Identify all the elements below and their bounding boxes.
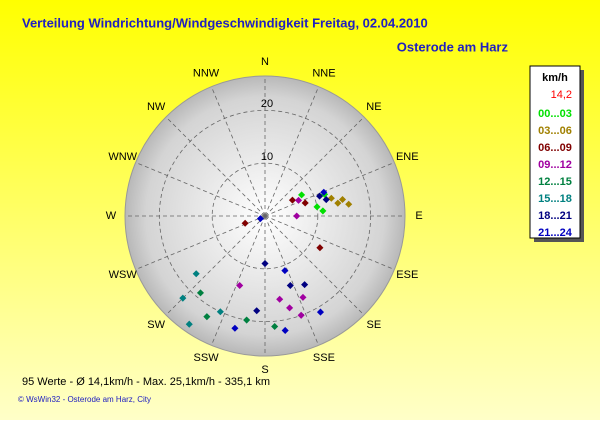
legend-box	[529, 65, 581, 239]
legend-entry: 15...18	[538, 193, 572, 205]
r-tick-label: 20	[261, 98, 273, 110]
spoke	[264, 162, 395, 217]
data-point	[320, 188, 328, 196]
spoke	[211, 215, 266, 346]
r-tick-label: 10	[261, 151, 273, 163]
legend-current: 14,2	[551, 89, 572, 101]
data-point	[288, 196, 296, 204]
direction-label: SE	[367, 319, 382, 331]
direction-label: SSE	[313, 352, 335, 364]
direction-label: SSW	[194, 352, 220, 364]
legend-title: km/h	[542, 72, 568, 84]
data-point	[299, 293, 307, 301]
data-point	[313, 203, 321, 211]
data-point	[286, 281, 294, 290]
direction-label: ESE	[396, 269, 418, 281]
data-point	[216, 308, 224, 316]
data-point	[241, 219, 249, 227]
direction-label: E	[415, 210, 422, 222]
legend-entry: 21...24	[538, 227, 573, 239]
direction-label: WNW	[108, 151, 137, 163]
data-point	[185, 320, 193, 328]
data-point	[316, 244, 324, 252]
direction-label: W	[106, 210, 117, 222]
chart-subtitle: Osterode am Harz	[397, 39, 509, 54]
data-point	[316, 308, 325, 316]
direction-label: NNW	[193, 68, 220, 80]
grid-ring	[158, 109, 372, 323]
data-point	[281, 267, 289, 275]
direction-label: NW	[147, 101, 166, 113]
data-point	[297, 311, 305, 319]
data-point	[236, 281, 244, 290]
legend-entry: 12...15	[538, 176, 572, 188]
data-point	[253, 307, 261, 315]
data-point	[281, 326, 289, 334]
spoke	[165, 215, 266, 316]
spoke	[264, 116, 365, 217]
spoke	[264, 86, 319, 217]
footer: 95 Werte - Ø 14,1km/h - Max. 25,1km/h - …	[22, 376, 270, 388]
spoke	[135, 162, 266, 217]
data-point	[243, 316, 251, 324]
data-point	[327, 194, 335, 202]
data-point	[322, 196, 330, 204]
direction-label: WSW	[109, 269, 138, 281]
spoke	[264, 215, 395, 270]
data-point	[276, 295, 284, 303]
direction-label: SW	[147, 319, 165, 331]
data-point	[294, 196, 303, 204]
data-point	[261, 260, 269, 268]
data-point	[196, 289, 205, 297]
legend-entry: 06...09	[538, 142, 572, 154]
spoke	[211, 86, 266, 217]
direction-label: N	[261, 56, 269, 68]
direction-label: ENE	[396, 151, 419, 163]
direction-label: S	[261, 364, 268, 376]
data-point	[293, 212, 301, 220]
grid-ring	[211, 162, 319, 270]
data-point	[286, 304, 294, 312]
legend-entry: 00...03	[538, 108, 572, 120]
data-point	[301, 281, 309, 289]
chart-title: Verteilung Windrichtung/Windgeschwindigk…	[22, 15, 428, 30]
data-point	[316, 192, 324, 200]
data-point	[179, 294, 187, 302]
direction-label: NNE	[312, 68, 335, 80]
data-point	[345, 200, 353, 208]
legend-entry: 18...21	[538, 210, 572, 222]
legend-entry: 09...12	[538, 159, 572, 171]
legend-entry: 03...06	[538, 125, 572, 137]
data-point	[271, 322, 279, 331]
data-point	[319, 207, 327, 215]
spoke	[264, 215, 365, 316]
data-point	[203, 313, 211, 321]
spoke	[165, 116, 266, 217]
credit: © WsWin32 - Osterode am Harz, City	[18, 395, 151, 404]
data-point	[298, 191, 306, 199]
spoke	[264, 215, 319, 346]
data-point	[334, 199, 342, 207]
data-point	[256, 215, 264, 223]
data-point	[231, 324, 239, 332]
direction-label: NE	[366, 101, 381, 113]
data-point	[192, 270, 200, 278]
